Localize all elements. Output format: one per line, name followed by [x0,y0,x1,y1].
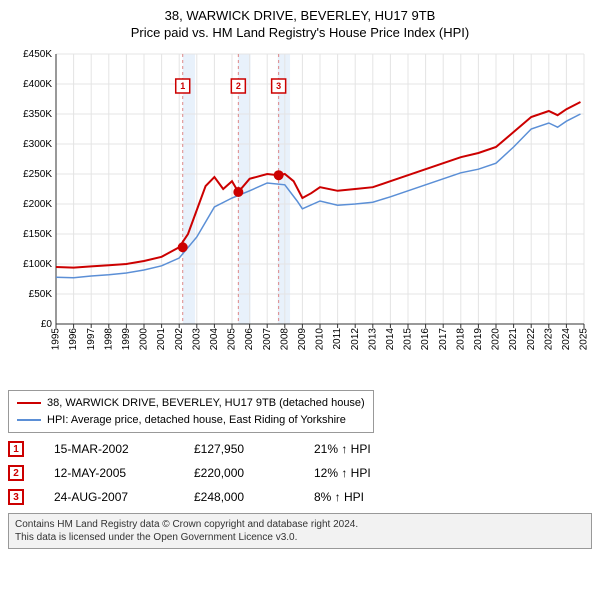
svg-text:2011: 2011 [332,328,343,350]
transactions-table: 1 15-MAR-2002 £127,950 21% ↑ HPI 2 12-MA… [8,441,592,505]
svg-text:2002: 2002 [174,328,185,351]
svg-text:£50K: £50K [29,289,53,300]
svg-text:2006: 2006 [244,328,255,351]
title-line1: 38, WARWICK DRIVE, BEVERLEY, HU17 9TB [8,8,592,23]
transaction-date: 15-MAR-2002 [54,442,164,456]
transaction-price: £220,000 [194,466,284,480]
transaction-price: £248,000 [194,490,284,504]
svg-text:1997: 1997 [86,328,97,351]
svg-text:2000: 2000 [139,328,150,351]
footer-line1: Contains HM Land Registry data © Crown c… [15,518,585,531]
svg-text:2025: 2025 [579,328,590,351]
transaction-marker-icon: 2 [8,465,24,481]
legend-swatch-price [17,402,41,404]
svg-text:£450K: £450K [23,49,52,60]
svg-text:1999: 1999 [121,328,132,351]
transaction-date: 24-AUG-2007 [54,490,164,504]
svg-text:2001: 2001 [156,328,167,351]
title-line2: Price paid vs. HM Land Registry's House … [8,25,592,40]
legend-swatch-hpi [17,419,41,421]
transaction-marker-icon: 1 [8,441,24,457]
svg-text:3: 3 [276,81,281,91]
svg-text:2005: 2005 [227,328,238,351]
svg-text:1998: 1998 [103,328,114,351]
svg-text:2012: 2012 [350,328,361,351]
svg-text:2015: 2015 [403,328,414,351]
svg-text:2013: 2013 [367,328,378,351]
svg-text:2021: 2021 [508,328,519,351]
svg-text:1996: 1996 [68,328,79,351]
transaction-date: 12-MAY-2005 [54,466,164,480]
svg-text:£250K: £250K [23,169,52,180]
svg-text:£150K: £150K [23,229,52,240]
footer-line2: This data is licensed under the Open Gov… [15,531,585,544]
svg-text:2010: 2010 [315,328,326,351]
svg-text:2018: 2018 [455,328,466,351]
legend-row-2: HPI: Average price, detached house, East… [17,412,365,429]
svg-text:2016: 2016 [420,328,431,351]
svg-text:£300K: £300K [23,139,52,150]
svg-text:2014: 2014 [385,328,396,351]
legend-label-price: 38, WARWICK DRIVE, BEVERLEY, HU17 9TB (d… [47,395,365,412]
svg-text:2019: 2019 [473,328,484,351]
transaction-marker-icon: 3 [8,489,24,505]
transaction-diff: 21% ↑ HPI [314,442,404,456]
svg-text:£350K: £350K [23,109,52,120]
svg-text:2022: 2022 [526,328,537,351]
svg-text:2: 2 [236,81,241,91]
footer-attribution: Contains HM Land Registry data © Crown c… [8,513,592,549]
legend: 38, WARWICK DRIVE, BEVERLEY, HU17 9TB (d… [8,390,374,433]
chart-title-block: 38, WARWICK DRIVE, BEVERLEY, HU17 9TB Pr… [8,8,592,40]
transaction-diff: 12% ↑ HPI [314,466,404,480]
svg-text:2024: 2024 [561,328,572,351]
svg-text:2020: 2020 [491,328,502,351]
price-chart: £0£50K£100K£150K£200K£250K£300K£350K£400… [8,46,592,386]
chart-svg: £0£50K£100K£150K£200K£250K£300K£350K£400… [8,46,592,386]
table-row: 1 15-MAR-2002 £127,950 21% ↑ HPI [8,441,592,457]
svg-text:2017: 2017 [438,328,449,351]
svg-text:2008: 2008 [279,328,290,351]
svg-text:£400K: £400K [23,79,52,90]
svg-text:£200K: £200K [23,199,52,210]
table-row: 3 24-AUG-2007 £248,000 8% ↑ HPI [8,489,592,505]
legend-row-1: 38, WARWICK DRIVE, BEVERLEY, HU17 9TB (d… [17,395,365,412]
svg-text:2007: 2007 [262,328,273,351]
svg-text:1995: 1995 [51,328,62,351]
transaction-price: £127,950 [194,442,284,456]
svg-text:2003: 2003 [191,328,202,351]
svg-text:2023: 2023 [543,328,554,351]
table-row: 2 12-MAY-2005 £220,000 12% ↑ HPI [8,465,592,481]
svg-text:1: 1 [180,81,185,91]
transaction-diff: 8% ↑ HPI [314,490,404,504]
svg-text:2004: 2004 [209,328,220,351]
svg-text:£100K: £100K [23,259,52,270]
legend-label-hpi: HPI: Average price, detached house, East… [47,412,346,429]
svg-text:2009: 2009 [297,328,308,351]
